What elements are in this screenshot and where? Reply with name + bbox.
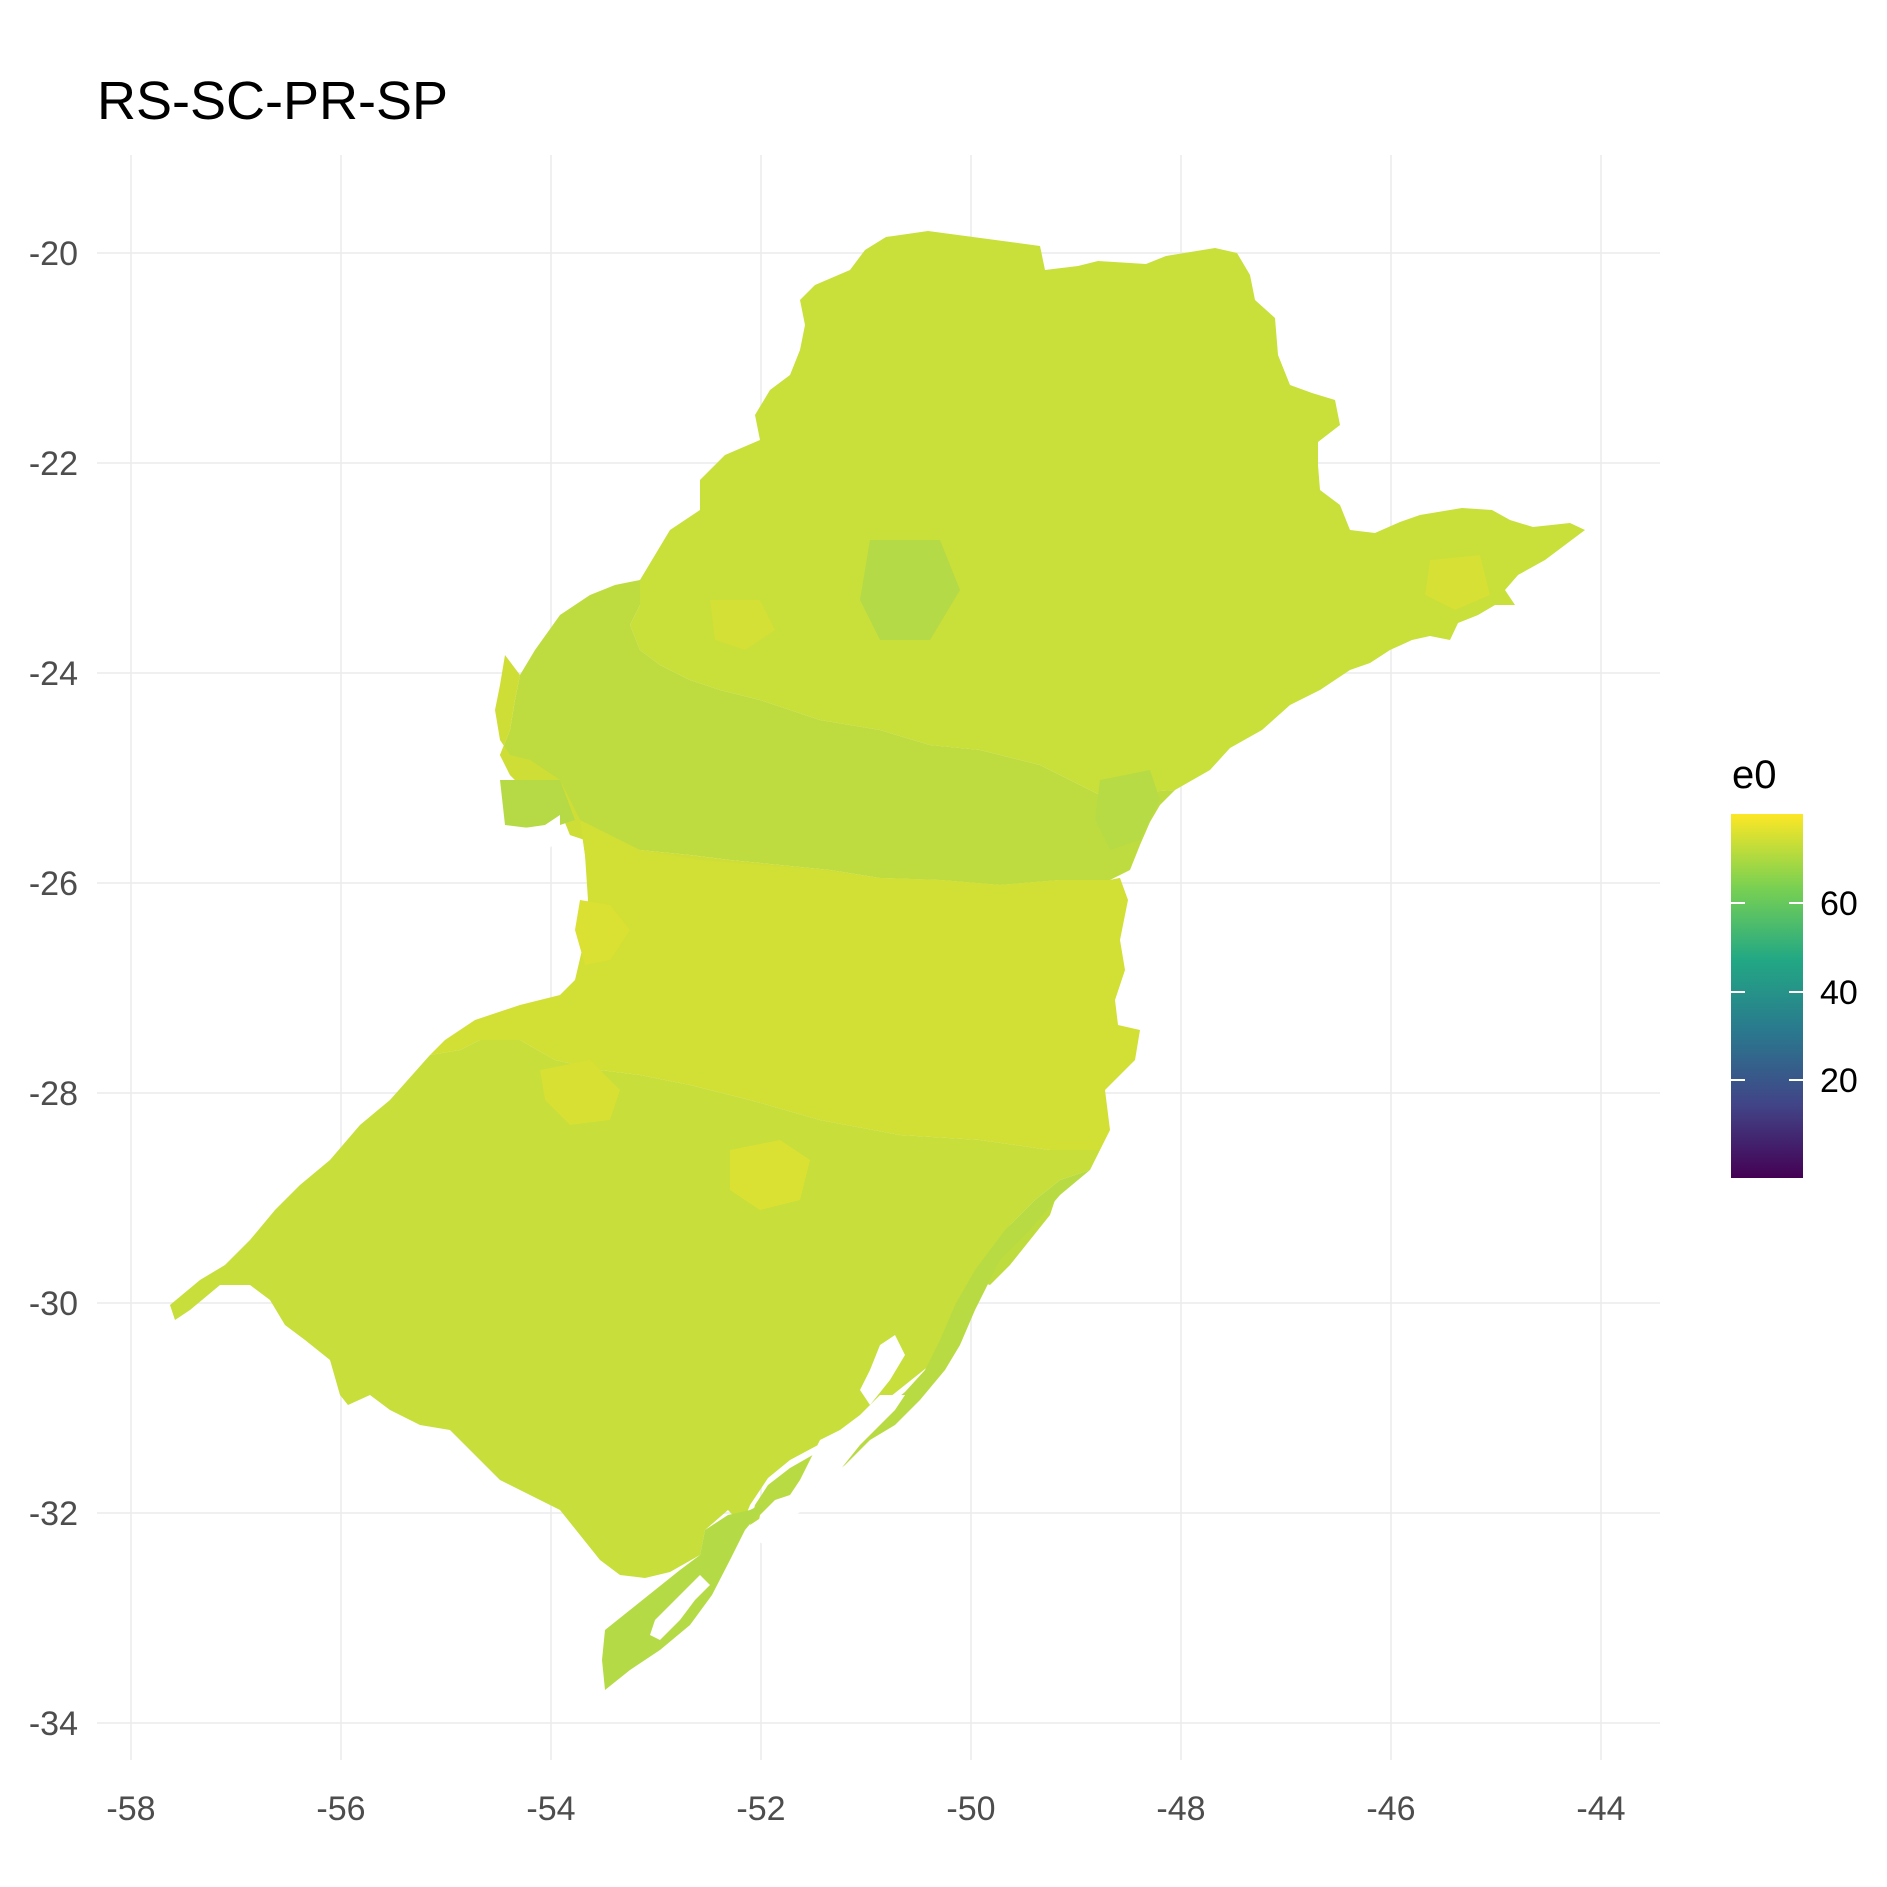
legend-ticks: 60 40 20: [1731, 885, 1858, 1100]
region-rs-peninsula: [750, 1170, 1090, 1525]
region-patch: [710, 600, 775, 650]
legend-label: 60: [1820, 885, 1858, 923]
x-tick-label: -58: [106, 1790, 155, 1828]
x-tick-label: -52: [736, 1790, 785, 1828]
x-axis: -58 -56 -54 -52 -50 -48 -46 -44: [106, 1790, 1625, 1828]
region-patch: [575, 900, 630, 965]
region-parana: [500, 580, 1175, 885]
y-tick-label: -22: [29, 445, 78, 483]
x-tick-label: -46: [1366, 1790, 1415, 1828]
legend-title: e0: [1732, 753, 1777, 797]
y-tick-label: -26: [29, 865, 78, 903]
y-axis: -20 -22 -24 -26 -28 -30 -32 -34: [29, 235, 78, 1743]
notch-pr-west: [486, 815, 560, 860]
region-rio-grande-do-sul: [170, 1040, 1100, 1578]
x-tick-label: -54: [526, 1790, 575, 1828]
x-tick-label: -44: [1576, 1790, 1625, 1828]
legend-label: 20: [1820, 1062, 1858, 1100]
region-patch: [860, 540, 960, 640]
region-patch: [1095, 770, 1160, 850]
y-tick-label: -32: [29, 1495, 78, 1533]
y-tick-label: -20: [29, 235, 78, 273]
y-tick-label: -24: [29, 655, 78, 693]
x-tick-label: -50: [946, 1790, 995, 1828]
lagoa-mirim: [650, 1575, 710, 1640]
x-tick-label: -48: [1156, 1790, 1205, 1828]
region-patch: [1425, 555, 1490, 610]
map-regions: [170, 231, 1585, 1690]
legend-colorbar: [1731, 814, 1803, 1178]
region-patch: [540, 1060, 620, 1125]
lagoons: [486, 815, 905, 1640]
lagoon-north: [860, 1335, 905, 1405]
map-title: RS-SC-PR-SP: [97, 71, 449, 131]
region-santa-catarina-main: [430, 820, 1140, 1150]
y-tick-label: -28: [29, 1075, 78, 1113]
y-tick-label: -34: [29, 1705, 78, 1743]
region-patch: [730, 1140, 810, 1210]
y-tick-label: -30: [29, 1285, 78, 1323]
region-sao-paulo: [630, 231, 1585, 795]
x-tick-label: -56: [316, 1790, 365, 1828]
legend: e0 60 40 20: [1731, 753, 1858, 1178]
lagoa-dos-patos: [755, 1395, 905, 1545]
legend-label: 40: [1820, 974, 1858, 1012]
